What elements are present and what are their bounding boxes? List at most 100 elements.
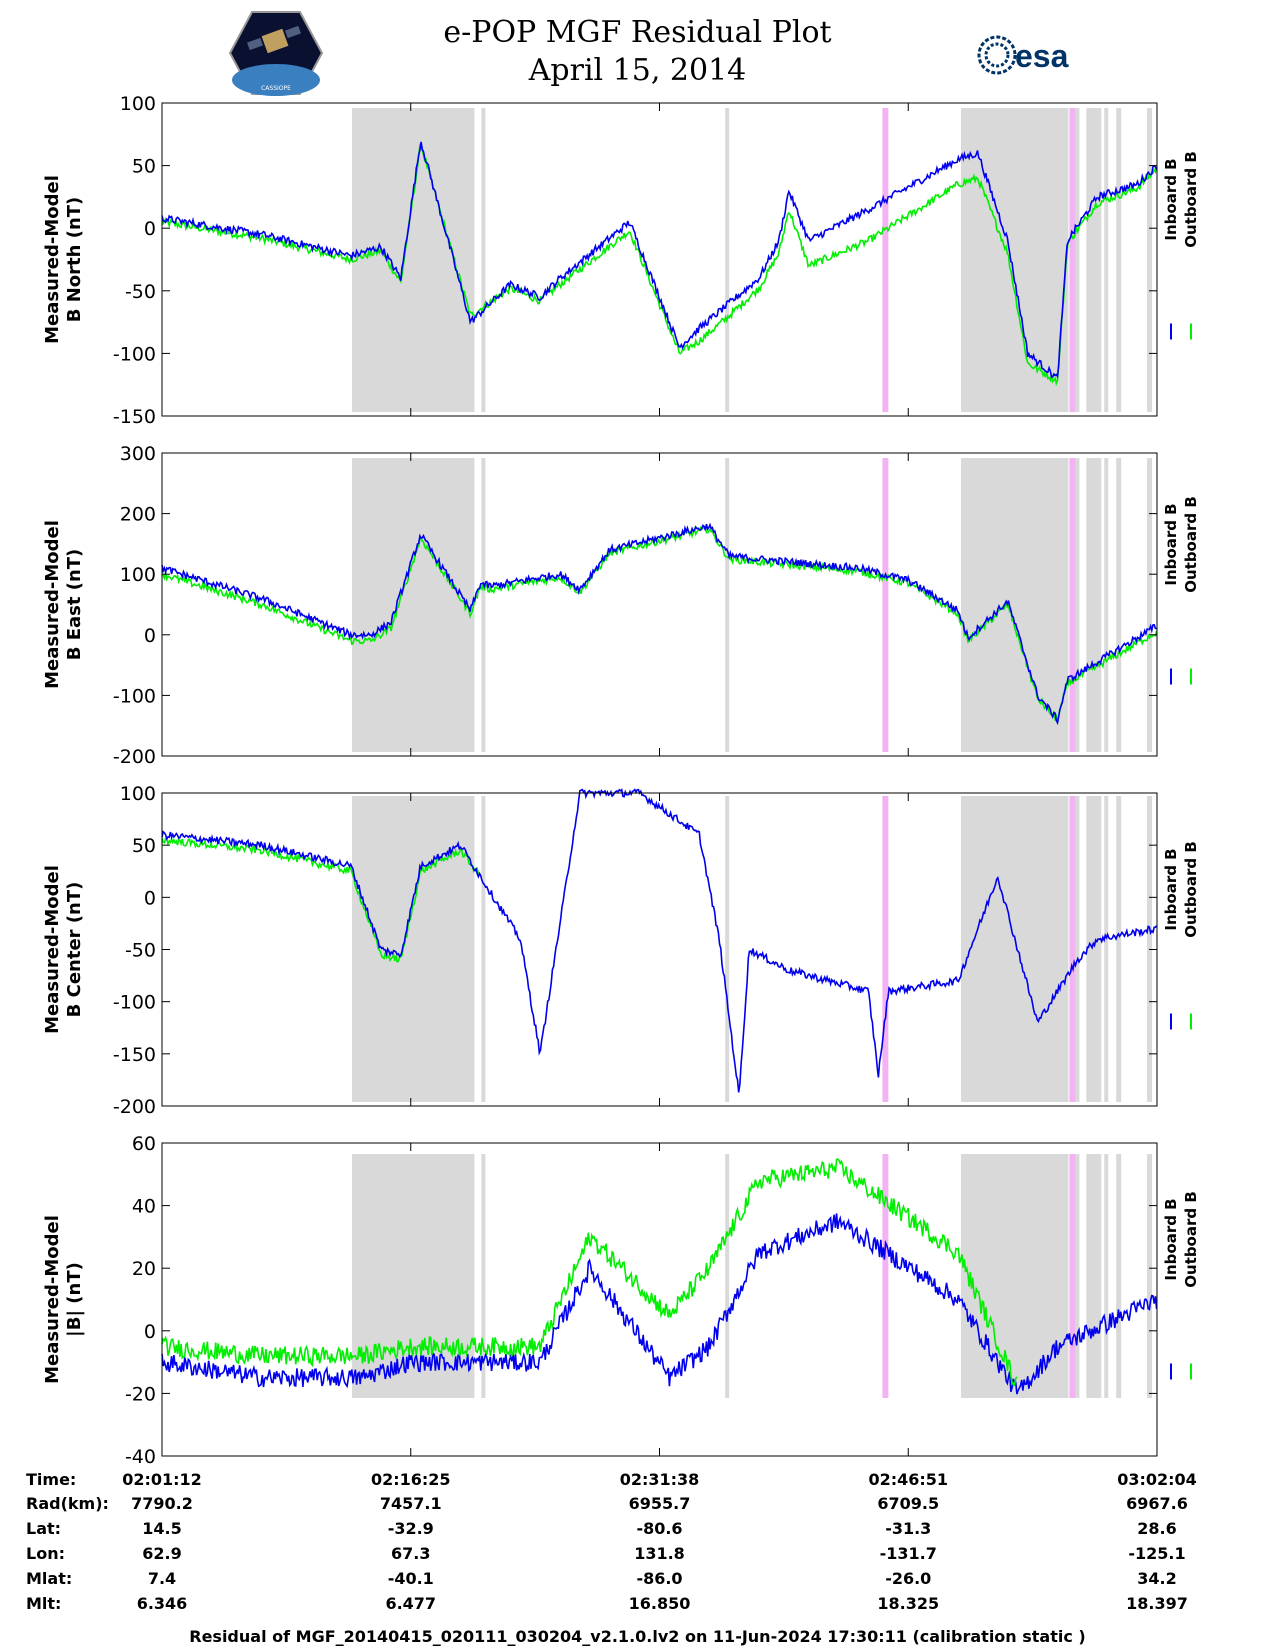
y-axis-label: Measured-Model	[42, 175, 63, 344]
y-tick-label: -50	[125, 940, 156, 962]
table-cell: -80.6	[636, 1519, 683, 1538]
shade-region	[1104, 796, 1109, 1102]
pink-region	[1069, 108, 1076, 412]
y-tick-label: 20	[132, 1258, 156, 1280]
pink-region	[1069, 796, 1076, 1102]
table-cell: 67.3	[391, 1544, 431, 1563]
table-cell: 02:31:38	[619, 1470, 700, 1489]
y-tick-label: -200	[113, 1096, 156, 1118]
pink-region	[882, 108, 889, 412]
shade-region	[1086, 796, 1102, 1102]
shade-region	[1075, 458, 1080, 752]
table-cell: 18.325	[877, 1594, 940, 1613]
shade-region	[1104, 108, 1109, 412]
shade-region	[481, 108, 486, 412]
legend-inboard-label: Inboard B	[1162, 1198, 1180, 1280]
inboard-series-line	[161, 788, 1158, 1093]
shade-region	[1116, 108, 1122, 412]
table-cell: 62.9	[142, 1544, 182, 1563]
outboard-series-line	[161, 143, 1158, 387]
shade-region	[1086, 1154, 1102, 1398]
y-tick-label: -40	[125, 1446, 156, 1468]
shade-region	[725, 108, 730, 412]
shade-region	[960, 458, 1069, 752]
y-tick-label: 100	[120, 564, 156, 586]
legend-inboard-label: Inboard B	[1162, 503, 1180, 585]
legend-outboard-label: Outboard B	[1182, 151, 1200, 248]
table-cell: 7790.2	[131, 1494, 193, 1513]
shade-region	[1086, 108, 1102, 412]
y-axis-label: |B| (nT)	[64, 1262, 85, 1337]
y-axis-label: B Center (nT)	[64, 882, 85, 1018]
table-cell: 7457.1	[379, 1494, 442, 1513]
y-tick-label: 0	[144, 887, 156, 909]
outboard-series-line	[161, 836, 481, 963]
y-tick-label: 100	[120, 93, 156, 115]
table-cell: 16.850	[628, 1594, 691, 1613]
shade-region	[1147, 458, 1153, 752]
table-cell: 02:16:25	[370, 1470, 451, 1489]
inboard-series-line	[161, 522, 1157, 726]
table-cell: -86.0	[636, 1569, 683, 1588]
legend-outboard-label: Outboard B	[1182, 496, 1200, 593]
shade-region	[960, 796, 1069, 1102]
cassiope-logo: CASSIOPE	[228, 11, 324, 96]
table-cell: 02:46:51	[868, 1470, 949, 1489]
y-tick-label: 0	[144, 625, 156, 647]
shade-region	[1104, 458, 1109, 752]
table-cell: -125.1	[1128, 1544, 1186, 1563]
table-cell: 6.346	[136, 1594, 188, 1613]
y-tick-label: 40	[132, 1196, 156, 1218]
shade-region	[1086, 458, 1102, 752]
table-cell: 03:02:04	[1117, 1470, 1197, 1489]
y-tick-label: -100	[113, 343, 156, 365]
y-tick-label: 50	[132, 156, 156, 178]
table-cell: 6709.5	[877, 1494, 940, 1513]
shade-region	[481, 796, 486, 1102]
y-tick-label: -100	[113, 992, 156, 1014]
shade-region	[481, 1154, 486, 1398]
y-tick-label: -150	[113, 1044, 156, 1066]
table-cell: 7.4	[147, 1569, 177, 1588]
table-cell: -32.9	[387, 1519, 434, 1538]
y-tick-label: 60	[132, 1133, 156, 1155]
table-row-label: Lat:	[26, 1519, 62, 1538]
shade-region	[725, 458, 730, 752]
shade-region	[1075, 108, 1080, 412]
pink-region	[882, 796, 889, 1102]
y-tick-label: 300	[120, 443, 156, 465]
y-axis-label: Measured-Model	[42, 520, 63, 689]
table-cell: 6.477	[385, 1594, 437, 1613]
shade-region	[352, 796, 475, 1102]
shade-region	[1075, 796, 1080, 1102]
table-cell: -26.0	[885, 1569, 932, 1588]
table-cell: 34.2	[1137, 1569, 1177, 1588]
shade-region	[481, 458, 486, 752]
shade-region	[352, 458, 475, 752]
table-cell: 6955.7	[628, 1494, 691, 1513]
table-cell: 131.8	[634, 1544, 685, 1563]
esa-logo-text: esa	[1015, 38, 1069, 74]
table-cell: 28.6	[1137, 1519, 1177, 1538]
table-cell: 14.5	[142, 1519, 182, 1538]
shade-region	[725, 796, 730, 1102]
table-cell: -40.1	[387, 1569, 434, 1588]
shade-region	[960, 1154, 1069, 1398]
legend-inboard-label: Inboard B	[1162, 848, 1180, 930]
table-cell: 6967.6	[1126, 1494, 1188, 1513]
legend-outboard-label: Outboard B	[1182, 841, 1200, 938]
legend-inboard-label: Inboard B	[1162, 158, 1180, 240]
y-axis-label: Measured-Model	[42, 1215, 63, 1384]
table-cell: -131.7	[879, 1544, 937, 1563]
panel-2: 300 200 100 0 -100 -200 Measured-Model B East (…	[42, 443, 1200, 768]
table-row-label: Time:	[26, 1470, 77, 1489]
y-tick-label: 0	[144, 1321, 156, 1343]
y-tick-label: -50	[125, 281, 156, 303]
shade-region	[1147, 108, 1153, 412]
pink-region	[882, 1154, 889, 1398]
table-cell: 02:01:12	[122, 1470, 202, 1489]
table-cell: 18.397	[1126, 1594, 1188, 1613]
shade-region	[1075, 1154, 1080, 1398]
shade-region	[1147, 1154, 1153, 1398]
